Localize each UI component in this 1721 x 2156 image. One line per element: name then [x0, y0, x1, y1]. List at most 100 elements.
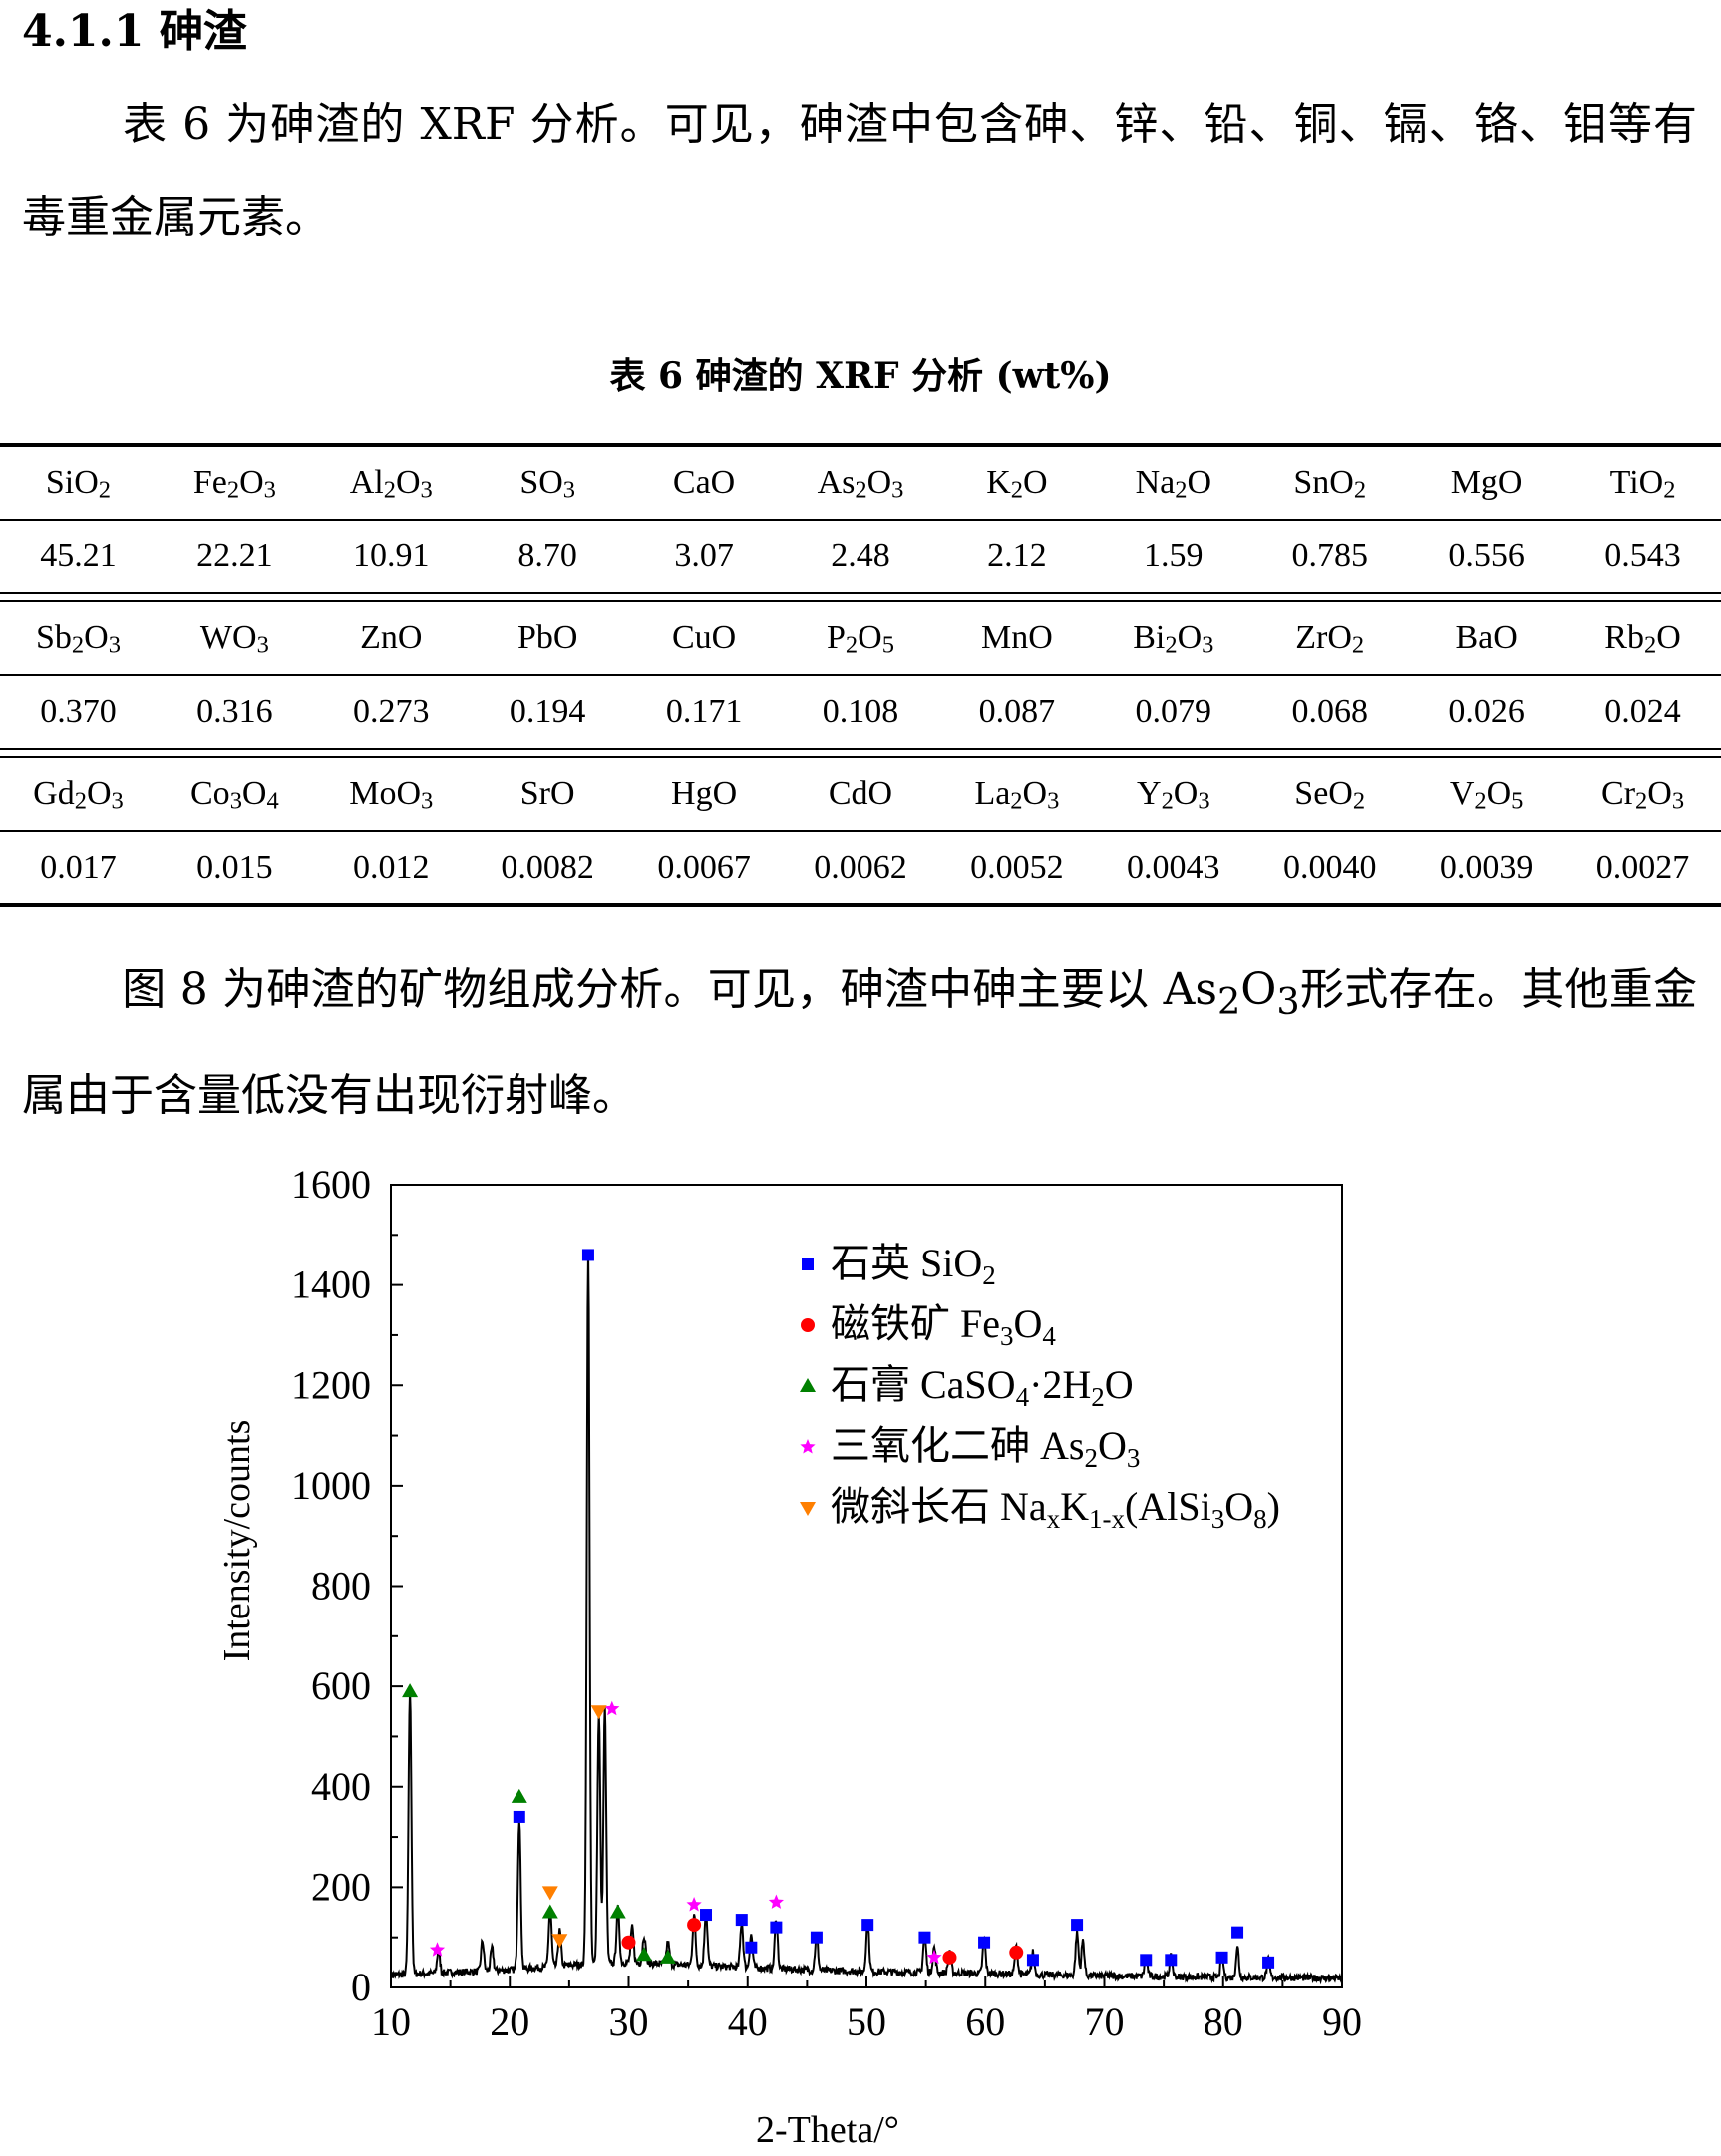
- legend-label: 三氧化二砷 As2O3: [831, 1423, 1140, 1473]
- compound-cell: Cr2O3: [1564, 757, 1721, 832]
- compound-cell: SnO2: [1251, 443, 1409, 521]
- phase-marker: [861, 1919, 874, 1932]
- legend-subscript: 3: [1211, 1504, 1225, 1534]
- compound-cell: CdO: [782, 757, 939, 832]
- legend-subscript: 2: [1084, 1443, 1098, 1473]
- table-row-compounds: Sb2O3 WO3 ZnO PbO CuO P2O5 MnO Bi2O3 ZrO2 BaO Rb2O: [0, 601, 1721, 676]
- paragraph-xrf: 表 6 为砷渣的 XRF 分析。可见，砷渣中包含砷、锌、铅、铜、镉、铬、钼等有毒…: [22, 78, 1697, 265]
- phase-marker: [1071, 1919, 1084, 1932]
- x-tick-label: 10: [371, 1999, 411, 2044]
- phase-marker: [1231, 1926, 1244, 1939]
- compound-cell: Y2O3: [1095, 757, 1252, 832]
- phase-marker: [636, 1947, 653, 1962]
- compound-cell: SeO2: [1251, 757, 1409, 832]
- value-cell: 0.0043: [1095, 831, 1252, 907]
- phase-marker: [810, 1931, 823, 1944]
- compound-cell: ZrO2: [1251, 601, 1409, 676]
- phase-marker: [1215, 1951, 1228, 1964]
- phase-marker: [687, 1918, 702, 1933]
- compound-cell: Bi2O3: [1095, 601, 1252, 676]
- value-cell: 0.0062: [782, 831, 939, 907]
- value-cell: 0.556: [1448, 538, 1525, 574]
- value-cell: 0.108: [822, 693, 899, 730]
- x-tick-label: 80: [1204, 1999, 1243, 2044]
- legend-marker: [800, 1502, 816, 1516]
- compound-cell: HgO: [625, 757, 783, 832]
- value-cell: 0.015: [156, 831, 313, 907]
- compound-cell: CuO: [625, 601, 783, 676]
- legend-text: O: [1098, 1423, 1127, 1468]
- compound-cell: Rb2O: [1564, 601, 1721, 676]
- xrd-chart: 10 20 30 40 50 60 70 80 90 0 200 400 600 800 1000 1200 1…: [216, 1162, 1362, 2151]
- phase-marker: [918, 1931, 931, 1944]
- legend-text: 微斜长石 Na: [831, 1484, 1047, 1529]
- table-row-compounds: Gd2O3 Co3O4 MoO3 SrO HgO CdO La2O3 Y2O3 SeO2 V2O5…: [0, 757, 1721, 832]
- x-tick-label: 90: [1322, 1999, 1362, 2044]
- phase-marker: [700, 1909, 713, 1922]
- value-cell: 45.21: [40, 538, 117, 574]
- legend-subscript: 4: [1016, 1382, 1030, 1412]
- legend-text: 三氧化二砷 As: [831, 1423, 1084, 1468]
- compound-cell: SrO: [469, 757, 626, 832]
- phase-marker: [770, 1921, 783, 1934]
- paragraph-mineral-text: 图 8 为砷渣的矿物组成分析。可见，砷渣中砷主要以 As2O3形式存在。其他重金…: [22, 964, 1698, 1121]
- legend-subscript: 8: [1253, 1504, 1267, 1534]
- compound-cell: Co3O4: [156, 757, 313, 832]
- phase-marker: [1026, 1954, 1039, 1967]
- value-cell: 0.785: [1291, 538, 1368, 574]
- phase-marker: [609, 1904, 626, 1919]
- legend-subscript: 3: [1000, 1321, 1014, 1351]
- value-cell: 1.59: [1144, 538, 1204, 574]
- legend-text: 磁铁矿 Fe: [831, 1301, 1000, 1346]
- x-tick-label: 60: [965, 1999, 1005, 2044]
- compound-cell: WO3: [156, 601, 313, 676]
- value-cell: 0.0082: [469, 831, 626, 907]
- compound-cell: Na2O: [1095, 443, 1252, 521]
- xrf-table: SiO2 Fe2O3 Al2O3 SO3 CaO As2O3 K2O Na2O SnO2 MgO T…: [0, 443, 1721, 907]
- legend-subscript: 2: [1091, 1382, 1105, 1412]
- compound-cell: CaO: [625, 443, 783, 521]
- value-cell: 0.543: [1604, 538, 1681, 574]
- phase-marker: [735, 1914, 748, 1927]
- value-cell: 0.026: [1448, 693, 1525, 730]
- phase-marker: [686, 1897, 702, 1912]
- phase-markers: [402, 1249, 1275, 1969]
- y-tick-label: 400: [311, 1764, 371, 1809]
- legend-subscript: 3: [1127, 1443, 1141, 1473]
- value-cell: 10.91: [353, 538, 430, 574]
- compound-cell: V2O5: [1408, 757, 1565, 832]
- phase-marker: [541, 1904, 558, 1919]
- compound-cell: MoO3: [312, 757, 470, 832]
- legend-label: 磁铁矿 Fe3O4: [831, 1301, 1056, 1351]
- compound-cell: PbO: [469, 601, 626, 676]
- phase-marker: [1262, 1956, 1275, 1969]
- x-tick-label: 70: [1085, 1999, 1125, 2044]
- value-cell: 0.0052: [938, 831, 1096, 907]
- phase-marker: [768, 1894, 784, 1909]
- value-cell: 0.0039: [1408, 831, 1565, 907]
- value-cell: 0.017: [0, 831, 157, 907]
- compound-cell: TiO2: [1564, 443, 1721, 521]
- y-tick-label: 0: [351, 1965, 371, 2009]
- value-cell: 0.171: [665, 693, 743, 730]
- compound-cell: ZnO: [312, 601, 470, 676]
- phase-marker: [590, 1705, 607, 1720]
- value-cell: 0.087: [978, 693, 1056, 730]
- legend-text: 石英 SiO: [831, 1241, 982, 1285]
- y-tick-label: 1600: [291, 1162, 371, 1207]
- phase-marker: [1165, 1954, 1178, 1967]
- compound-cell: MnO: [938, 601, 1096, 676]
- phase-marker: [429, 1942, 446, 1957]
- paragraph-mineral: 图 8 为砷渣的矿物组成分析。可见，砷渣中砷主要以 As2O3形式存在。其他重金…: [22, 943, 1697, 1143]
- paragraph-xrf-text: 表 6 为砷渣的 XRF 分析。可见，砷渣中包含砷、锌、铅、铜、镉、铬、钼等有毒…: [22, 99, 1697, 243]
- value-cell: 2.48: [831, 538, 890, 574]
- legend-subscript: x: [1047, 1504, 1061, 1534]
- compound-cell: Al2O3: [312, 443, 470, 521]
- value-cell: 0.0040: [1251, 831, 1409, 907]
- x-tick-label: 30: [609, 1999, 649, 2044]
- compound-cell: P2O5: [782, 601, 939, 676]
- legend-label: 石膏 CaSO4·2H2O: [831, 1362, 1134, 1412]
- legend-text: K: [1060, 1484, 1089, 1529]
- legend-text: O: [1224, 1484, 1253, 1529]
- phase-marker: [621, 1935, 636, 1950]
